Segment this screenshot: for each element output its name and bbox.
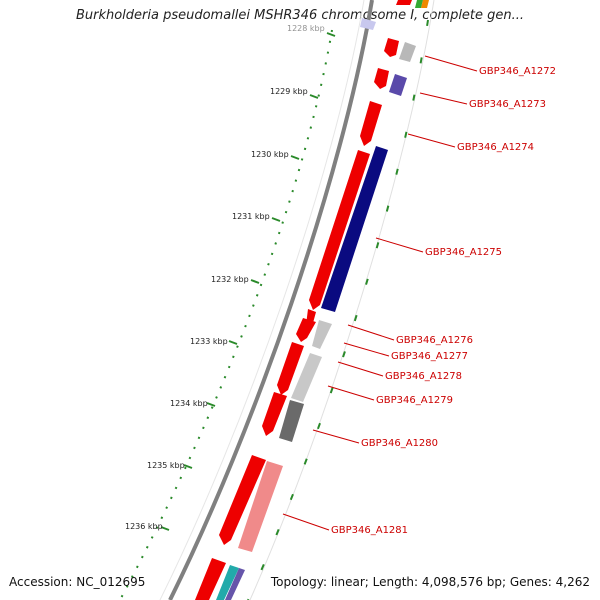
tick-label: 1232 kbp: [211, 275, 249, 284]
tick-label: 1228 kbp: [287, 24, 325, 33]
leader-line: [424, 55, 478, 72]
gene-feature: [262, 392, 287, 436]
gene-feature: [384, 38, 399, 57]
tick-mark: [250, 279, 260, 284]
gene-feature: [360, 101, 382, 146]
gene-feature: [291, 353, 322, 402]
tick-mark: [271, 217, 281, 222]
scale-arc: [119, 29, 333, 600]
leader-line: [337, 361, 384, 377]
gene-feature: [296, 318, 316, 342]
topology-summary: Topology: linear; Length: 4,098,576 bp; …: [270, 575, 590, 589]
gene-label[interactable]: GBP346_A1279: [376, 395, 453, 406]
tick-label: 1236 kbp: [125, 522, 163, 531]
gene-label[interactable]: GBP346_A1275: [425, 247, 502, 258]
leader-line: [312, 429, 360, 444]
gene-feature: [312, 320, 332, 349]
gene-feature: [389, 74, 407, 96]
gene-label[interactable]: GBP346_A1272: [479, 66, 556, 77]
scale-tick-labels: 1228 kbp 1229 kbp 1230 kbp 1231 kbp 1232…: [125, 24, 325, 531]
gene-feature: [309, 150, 370, 310]
gene-feature: [219, 455, 266, 545]
gene-feature: [396, 0, 412, 5]
inner-band-edge: [159, 0, 365, 600]
leader-line: [407, 133, 456, 148]
tick-label: 1234 kbp: [170, 399, 208, 408]
gene-feature: [374, 68, 389, 89]
tick-label: 1235 kbp: [147, 461, 185, 470]
tick-mark: [160, 526, 170, 531]
tick-mark: [309, 94, 319, 99]
accession-text: Accession: NC_012695: [9, 575, 146, 589]
tick-mark: [326, 32, 336, 37]
gene-feature: [415, 0, 423, 8]
gene-label[interactable]: GBP346_A1276: [396, 335, 473, 346]
tick-label: 1229 kbp: [270, 87, 308, 96]
gene-feature: [195, 558, 226, 600]
tick-label: 1231 kbp: [232, 212, 270, 221]
leader-line: [419, 92, 468, 105]
scale-tick-marks: [160, 32, 336, 531]
map-title: Burkholderia pseudomallei MSHR346 chromo…: [75, 8, 525, 23]
tick-label: 1233 kbp: [190, 337, 228, 346]
gene-labels: GBP346_A1272 GBP346_A1273 GBP346_A1274 G…: [331, 66, 556, 536]
gene-feature: [277, 342, 304, 395]
gene-label[interactable]: GBP346_A1280: [361, 438, 438, 449]
gene-label[interactable]: GBP346_A1273: [469, 99, 546, 110]
tick-label: 1230 kbp: [251, 150, 289, 159]
gene-feature: [360, 18, 376, 30]
gene-feature: [225, 568, 245, 600]
gene-feature: [399, 42, 416, 62]
gene-feature: [279, 400, 304, 442]
gene-feature: [238, 461, 283, 552]
leader-line: [375, 237, 424, 253]
leader-line: [343, 342, 390, 357]
gene-label[interactable]: GBP346_A1281: [331, 525, 408, 536]
leader-line: [327, 385, 375, 401]
gene-label[interactable]: GBP346_A1277: [391, 351, 468, 362]
gene-feature: [421, 0, 429, 8]
gene-label[interactable]: GBP346_A1278: [385, 371, 462, 382]
gene-feature: [216, 565, 239, 600]
leader-lines: [282, 55, 478, 531]
tick-mark: [206, 402, 216, 407]
leader-line: [282, 513, 330, 531]
tick-mark: [228, 340, 238, 345]
gene-tick-lane: [247, 19, 429, 600]
gene-label[interactable]: GBP346_A1274: [457, 142, 534, 153]
gene-feature: [321, 146, 388, 312]
leader-line: [347, 324, 395, 341]
chromosome-backbone: [168, 0, 374, 600]
outer-band-edge: [249, 0, 435, 600]
tick-mark: [183, 464, 193, 469]
tick-mark: [290, 155, 300, 160]
